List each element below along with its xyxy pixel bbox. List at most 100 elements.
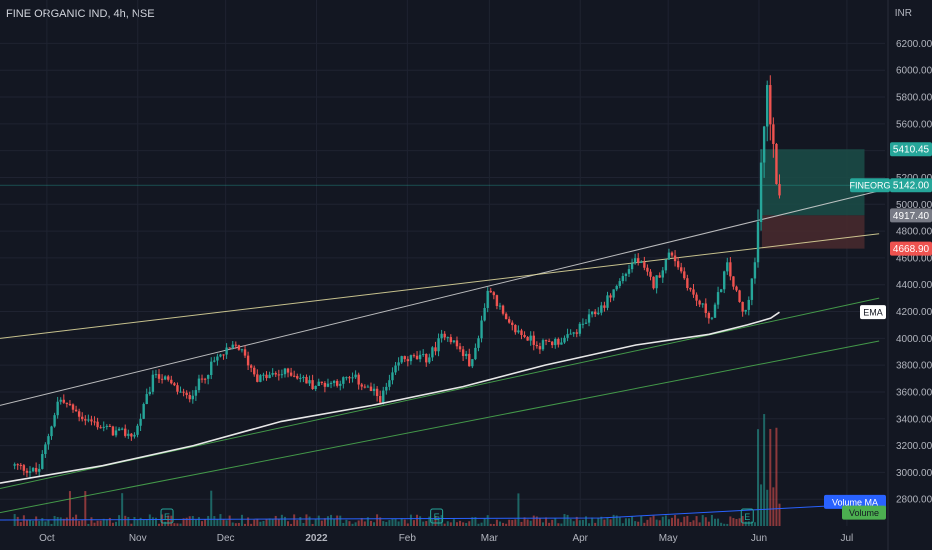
volume-bar (710, 514, 713, 526)
volume-bar (769, 428, 772, 526)
candle-body (587, 314, 591, 323)
volume-bar (287, 521, 290, 526)
candle-body (698, 300, 701, 305)
volume-bar (655, 519, 658, 526)
candle-body (547, 340, 551, 342)
candle-body (157, 374, 161, 379)
volume-bar (311, 523, 314, 526)
candle-body (185, 392, 188, 396)
candle-body (93, 421, 96, 423)
candle-body (237, 345, 241, 350)
candle-body (747, 299, 750, 310)
candle-body (13, 464, 16, 466)
price-label: 4668.90 (893, 244, 930, 255)
candle-body (603, 305, 606, 308)
legend-tag-box (860, 305, 886, 320)
volume-bar (674, 515, 677, 526)
candle-body (461, 349, 465, 357)
candle-body (243, 349, 247, 356)
candle-body (578, 323, 582, 334)
candle-body (302, 376, 305, 378)
candle-body (612, 289, 615, 298)
volume-bar (597, 517, 600, 526)
price-tick-label: 3800.00 (896, 361, 932, 372)
volume-bar (394, 519, 397, 526)
volume-bar (127, 517, 130, 526)
candle-body (44, 444, 47, 455)
volume-bar (385, 521, 388, 526)
candle-body (514, 324, 517, 333)
candle-body (271, 373, 274, 375)
candle-body (673, 255, 677, 262)
volume-bar (22, 515, 25, 526)
volume-bar (624, 518, 627, 526)
volume-bar (293, 514, 296, 526)
volume-bar (757, 429, 760, 526)
candle-body (234, 344, 238, 346)
candle-body (84, 419, 87, 421)
volume-bar (588, 523, 591, 526)
candle-body (732, 276, 735, 287)
candle-body (332, 380, 336, 383)
volume-bar (108, 517, 111, 526)
volume-bar (615, 515, 618, 526)
candle-body (557, 339, 560, 345)
candle-body (719, 289, 723, 293)
volume-bar (520, 521, 523, 526)
volume-bar (726, 523, 729, 526)
earnings-marker (740, 508, 754, 524)
candle-body (369, 386, 373, 392)
time-axis[interactable]: Oct Nov Dec 2022 Feb Mar Apr May Jun Jul (39, 533, 853, 544)
volume-bar (406, 523, 409, 526)
candle-body (474, 347, 477, 360)
candle-body (139, 418, 142, 426)
candles (13, 75, 781, 478)
volume-bar (397, 521, 400, 526)
volume-bar (400, 518, 403, 526)
volume-bar (738, 518, 741, 526)
volume-bar (667, 519, 670, 526)
volume-bar (296, 520, 299, 526)
volume-bar (41, 518, 44, 526)
volume-bar (634, 521, 637, 526)
price-tick-label: 4000.00 (896, 334, 932, 345)
candle-body (99, 427, 102, 429)
volume-bar (766, 489, 769, 526)
candle-body (532, 335, 535, 345)
volume-bar (62, 518, 65, 526)
candle-body (191, 395, 195, 400)
candle-body (403, 356, 406, 360)
candle-body (640, 262, 643, 264)
volume-bar (222, 519, 225, 526)
candle-body (581, 323, 585, 325)
candle-body (421, 354, 425, 356)
volume-bar (317, 515, 320, 526)
volume-bar (486, 515, 489, 526)
volume-bar (283, 516, 286, 526)
time-tick-label: Jun (751, 533, 767, 544)
volume-bar (259, 521, 262, 526)
volume-bar (360, 518, 363, 526)
volume-bar (56, 517, 59, 526)
price-axis[interactable]: 2800.00 3000.00 3200.00 3400.00 3600.00 3800.… (896, 39, 932, 506)
candle-body (504, 313, 508, 320)
candle-body (296, 376, 299, 379)
price-tick-label: 2800.00 (896, 495, 932, 506)
volume-bar (489, 523, 492, 526)
candle-body (498, 305, 502, 307)
price-tick-label: 3400.00 (896, 414, 932, 425)
volume-bar (683, 516, 686, 526)
volume-bar (271, 519, 274, 526)
volume-bar (704, 517, 707, 526)
candle-body (686, 278, 689, 288)
volume-bar (409, 514, 412, 526)
volume-bar (376, 514, 379, 526)
volume-bar (449, 522, 452, 526)
volume-bar (305, 514, 308, 526)
volume-bar (575, 516, 578, 526)
candle-body (676, 261, 680, 268)
volume-bar (548, 522, 551, 526)
volume-bar (563, 514, 566, 526)
position-zones (0, 149, 885, 249)
